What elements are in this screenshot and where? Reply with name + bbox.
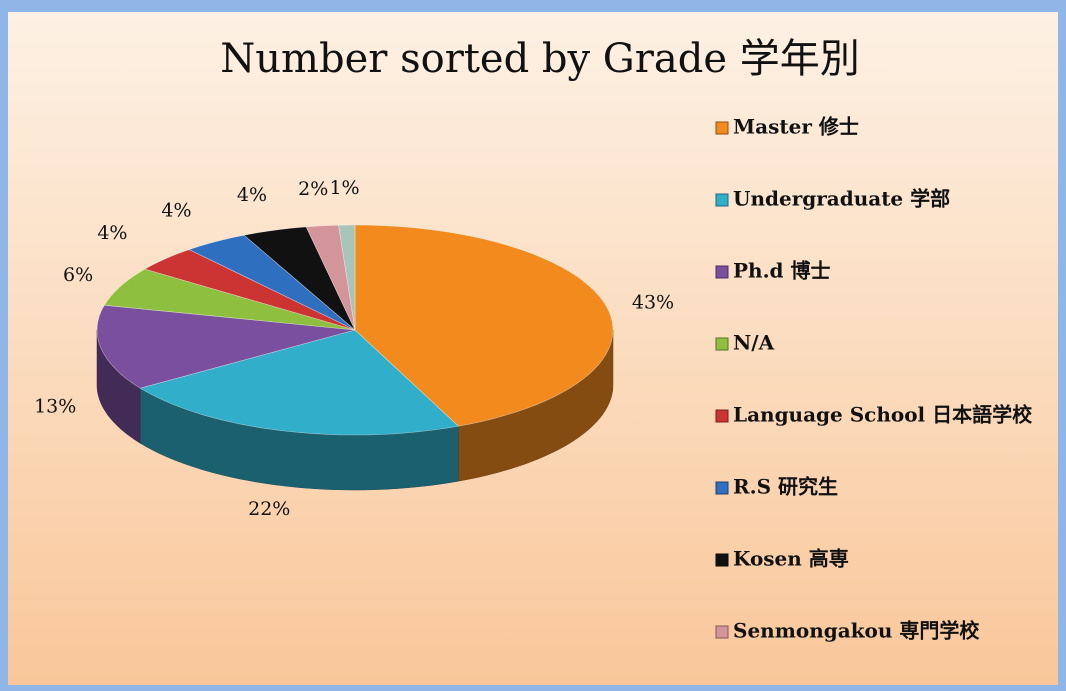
legend-label: Kosen 高専 — [733, 547, 849, 571]
chart-title: Number sorted by Grade 学年別 — [220, 36, 859, 82]
slice — [338, 224, 356, 331]
legend-label: R.S 研究生 — [733, 475, 838, 499]
legend-swatch — [715, 121, 729, 135]
data-label: 6% — [63, 264, 93, 286]
slice — [139, 329, 460, 436]
data-label: 13% — [34, 396, 76, 418]
legend-label: Language School 日本語学校 — [733, 403, 1033, 427]
legend-swatch — [715, 265, 729, 279]
legend-swatch — [715, 193, 729, 207]
legend-swatch — [715, 625, 729, 639]
slice — [243, 226, 356, 331]
legend-label: N/A — [733, 331, 775, 355]
legend-label: Ph.d 博士 — [733, 259, 831, 283]
data-label: 2% — [298, 178, 328, 200]
data-label: 4% — [237, 184, 267, 206]
legend-label: Senmongakou 専門学校 — [733, 619, 980, 643]
slice — [103, 268, 356, 331]
data-label: 4% — [161, 199, 191, 221]
slice — [144, 249, 356, 331]
data-label: 1% — [329, 177, 359, 199]
legend-swatch — [715, 409, 729, 423]
data-label: 43% — [632, 291, 674, 313]
legend-label: Master 修士 — [733, 115, 859, 139]
legend-swatch — [715, 481, 729, 495]
slice — [188, 234, 356, 331]
slice — [96, 304, 356, 389]
data-label: 22% — [248, 498, 290, 520]
slice — [354, 224, 614, 427]
legend-swatch — [715, 553, 729, 567]
legend-swatch — [715, 337, 729, 351]
data-label: 4% — [97, 222, 127, 244]
legend-label: Undergraduate 学部 — [733, 187, 950, 211]
